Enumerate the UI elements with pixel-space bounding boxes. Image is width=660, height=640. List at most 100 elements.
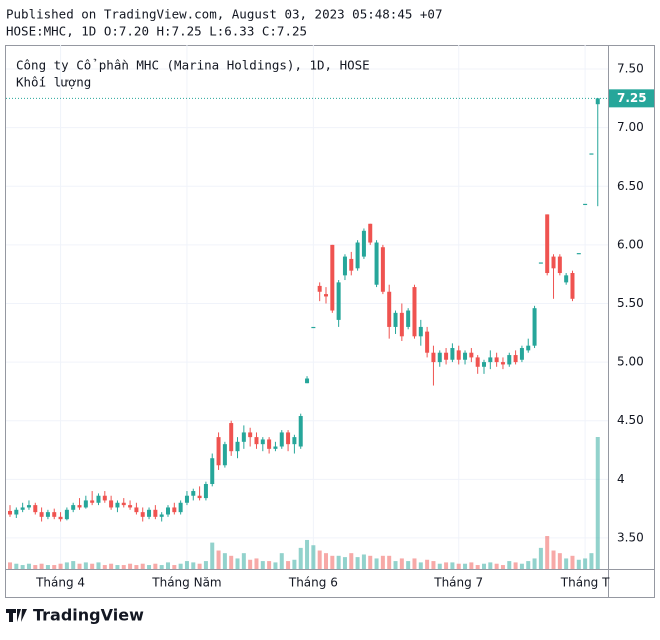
volume-bar bbox=[298, 547, 303, 569]
y-tick-label: 4.50 bbox=[617, 413, 644, 427]
candle-body bbox=[147, 509, 152, 517]
volume-bar bbox=[557, 553, 562, 569]
volume-bar bbox=[203, 561, 208, 569]
published-note: Published on TradingView.com, August 03,… bbox=[6, 7, 443, 22]
y-tick-label: 6.00 bbox=[617, 237, 644, 251]
candle-body bbox=[292, 437, 297, 445]
volume-bar bbox=[317, 550, 322, 569]
volume-bar bbox=[77, 563, 82, 569]
candle-body bbox=[336, 282, 341, 320]
candle-body bbox=[418, 326, 423, 337]
volume-bar bbox=[197, 563, 202, 569]
volume-bar bbox=[342, 557, 347, 569]
volume-bar bbox=[14, 563, 19, 569]
candle-body bbox=[576, 253, 581, 255]
volume-bar bbox=[324, 553, 328, 569]
volume-bar bbox=[45, 565, 50, 569]
candle-body bbox=[342, 256, 347, 276]
last-price-label: 7.25 bbox=[617, 91, 647, 105]
volume-bar bbox=[147, 565, 152, 569]
volume-bar bbox=[570, 555, 575, 569]
volume-bar bbox=[248, 559, 253, 569]
candle-body bbox=[109, 500, 114, 508]
volume-bar bbox=[380, 555, 385, 569]
volume-bar bbox=[349, 553, 354, 569]
candle-body bbox=[184, 495, 189, 503]
candle-body bbox=[20, 507, 25, 510]
volume-bar bbox=[576, 559, 581, 569]
candle-body bbox=[172, 507, 177, 513]
volume-bar bbox=[178, 563, 183, 569]
candle-body bbox=[393, 312, 398, 327]
candle-body bbox=[222, 444, 227, 466]
candle-body bbox=[279, 432, 284, 447]
volume-bar bbox=[444, 562, 449, 569]
frame bbox=[5, 45, 655, 598]
candle-body bbox=[83, 500, 88, 508]
volume-bar bbox=[115, 565, 120, 569]
volume-bar bbox=[64, 562, 69, 569]
logo-icon bbox=[6, 609, 27, 622]
volume-bar bbox=[425, 559, 430, 569]
candle-body bbox=[14, 509, 19, 515]
candle-body bbox=[482, 362, 486, 367]
candle-body bbox=[507, 355, 512, 365]
candle-body bbox=[538, 262, 543, 264]
logo-text: TradingView bbox=[33, 606, 144, 625]
volume-bar bbox=[437, 563, 442, 569]
candle-body bbox=[96, 495, 101, 503]
candle-body bbox=[330, 244, 335, 311]
volume-bar bbox=[52, 565, 57, 569]
volume-bar bbox=[166, 562, 170, 569]
volume-bar bbox=[121, 565, 126, 569]
volume-bar bbox=[153, 563, 158, 569]
candle-body bbox=[450, 348, 455, 360]
candle-body bbox=[412, 287, 417, 337]
last-price-box bbox=[609, 89, 654, 108]
volume-bar bbox=[216, 550, 221, 569]
x-tick-label: Tháng 7 bbox=[433, 576, 483, 590]
candle-body bbox=[595, 98, 600, 105]
candle-body bbox=[545, 214, 550, 274]
volume-bar bbox=[589, 553, 594, 569]
legend-title: Công ty Cổ phần MHC (Marina Holdings), 1… bbox=[16, 58, 370, 73]
symbol-line: HOSE:MHC, 1D O:7.20 H:7.25 L:6.33 C:7.25 bbox=[6, 24, 307, 39]
x-tick-label: Tháng Năm bbox=[151, 576, 221, 590]
volume-bar bbox=[374, 558, 379, 569]
candle-body bbox=[203, 484, 208, 499]
volume-bar bbox=[8, 562, 12, 569]
volume-bar bbox=[418, 562, 423, 569]
volume-bar bbox=[191, 562, 196, 569]
volume-bar bbox=[361, 554, 366, 569]
volume-bar bbox=[513, 562, 518, 569]
candle-body bbox=[45, 512, 50, 517]
volume-bar bbox=[488, 562, 493, 569]
candle-body bbox=[311, 326, 316, 329]
y-tick-label: 5.50 bbox=[617, 296, 644, 310]
volume-bar bbox=[406, 561, 411, 569]
volume-bar bbox=[159, 565, 164, 569]
volume-bar bbox=[184, 561, 189, 569]
candle-body bbox=[298, 416, 303, 447]
candle-body bbox=[589, 153, 594, 155]
volume-bar bbox=[387, 555, 392, 569]
candle-body bbox=[387, 291, 392, 327]
candle-body bbox=[115, 502, 120, 508]
candle-body bbox=[71, 505, 76, 510]
candle-body bbox=[267, 439, 272, 449]
candle-body bbox=[437, 352, 442, 363]
volume-bar bbox=[595, 437, 600, 569]
candle-body bbox=[39, 512, 44, 517]
candle-body bbox=[532, 308, 537, 346]
volume-bar bbox=[355, 557, 360, 569]
volume-bar bbox=[58, 563, 63, 569]
candle-body bbox=[241, 432, 246, 442]
candle-body bbox=[406, 310, 411, 327]
candle-body bbox=[210, 458, 215, 485]
candle-body bbox=[58, 516, 63, 520]
volume-bar bbox=[526, 561, 531, 569]
candle-body bbox=[235, 441, 240, 452]
candle-body bbox=[431, 352, 436, 363]
volume-bar bbox=[456, 563, 461, 569]
candle-body bbox=[456, 350, 461, 360]
